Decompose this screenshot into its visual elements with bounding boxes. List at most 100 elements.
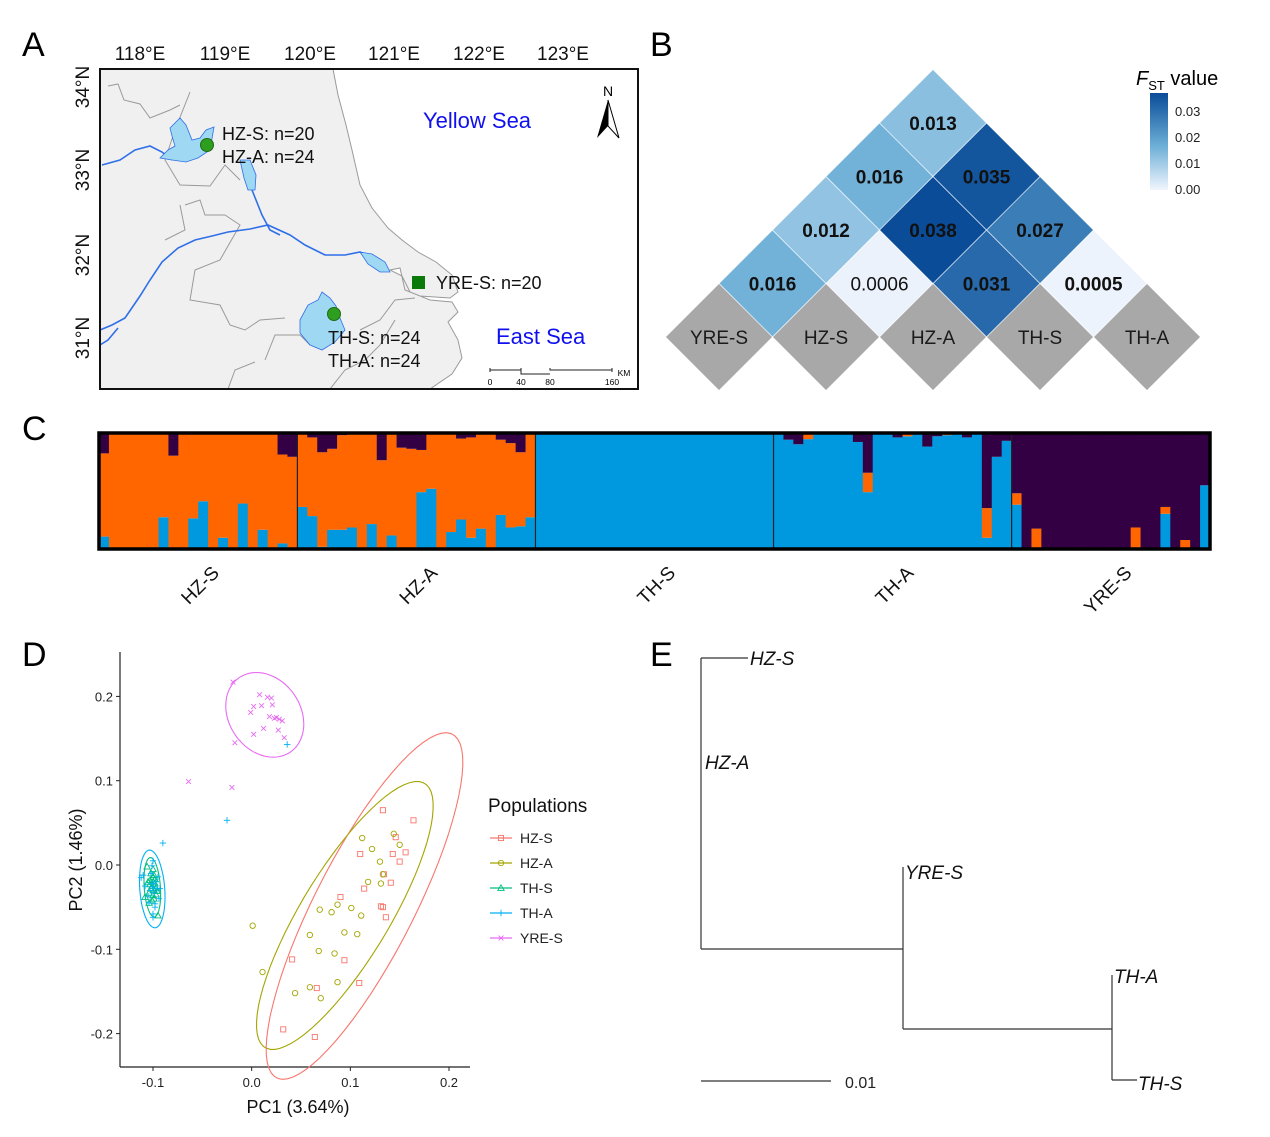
ancestry-bar [912,434,923,548]
ancestry-bar [307,437,318,517]
ancestry-bar [1180,540,1191,548]
ancestry-bar [237,503,249,548]
svg-text:N: N [603,83,613,99]
legend-item: TH-A [490,905,553,921]
ancestry-bar [882,434,893,548]
ancestry-bar [1090,434,1102,548]
data-point [396,858,403,865]
ancestry-bar [178,434,189,548]
data-point [232,740,238,746]
ancestry-bar [1041,434,1052,548]
population-diamond [879,283,987,391]
data-point [154,873,162,881]
data-point [313,985,320,992]
ancestry-bar [317,434,328,453]
site-label: HZ-A: n=24 [222,147,315,167]
ancestry-bar [575,434,586,548]
structure-barplot: HZ-S HZ-A TH-S TH-A YRE-S [97,431,1212,619]
ancestry-bar [773,434,784,548]
rivers [100,145,389,346]
x-axis-label: PC1 (3.64%) [246,1097,349,1117]
ancestry-bar [922,434,933,447]
ancestry-bar [466,437,477,538]
data-point [148,880,156,887]
tree-branches [700,657,1137,1081]
tree-tip: YRE-S [905,863,963,884]
ancestry-bar [475,528,487,548]
ancestry-bar [872,434,884,548]
site-marker-hz [200,138,214,152]
ancestry-bar [525,434,536,518]
ancestry-bar [128,434,140,548]
site-marker-th [327,307,341,321]
map-panel: 118°E 119°E 120°E 121°E 122°E 123°E 34°N… [73,44,639,390]
ancestry-bar [307,516,318,548]
lat-label: 33°N [73,149,94,191]
data-point [273,714,280,721]
ancestry-bar [783,434,794,440]
ancestry-bar [862,492,874,548]
ancestry-bar [138,434,149,548]
lon-label: 123°E [537,44,589,65]
legend-colorbar [1150,93,1168,190]
ancestry-bar [475,434,487,529]
site-label: YRE-S: n=20 [436,273,542,293]
population-label: YRE-S [690,328,748,349]
scale-unit: KM [618,368,631,378]
series-yre-s [185,671,305,791]
ancestry-bar [277,454,288,544]
lat-label: 31°N [73,317,94,359]
ancestry-bar [297,434,308,507]
data-point [149,883,157,891]
ancestry-bar [981,537,993,548]
y-axis-label: PC2 (1.46%) [66,808,86,911]
data-point [334,979,341,986]
data-point [260,725,267,732]
data-point [337,894,344,901]
ancestry-bar [1011,493,1022,505]
data-point [280,1026,287,1033]
x-tick-label: -0.1 [142,1075,164,1090]
fst-cell-value: 0.038 [909,221,957,242]
data-point [229,784,235,791]
ancestry-bar [287,434,298,457]
data-point [306,931,314,939]
data-point [364,878,372,886]
ancestry-bar [525,517,536,548]
data-point [361,885,368,892]
data-point [153,911,162,919]
fst-cell-value: 0.0005 [1064,275,1123,296]
ancestry-bar [753,434,765,548]
confidence-ellipse [225,671,305,758]
data-point [144,877,153,885]
ancestry-bar [188,518,199,548]
ancestry-bar [188,434,199,519]
ancestry-bar [108,434,120,548]
ancestry-bar [277,543,288,548]
ancestry-bar [1160,506,1171,514]
scale-label: 0 [488,377,493,387]
group-label: TH-S [634,563,680,609]
ancestry-bar [436,434,447,548]
lon-label: 118°E [115,44,166,65]
data-point [410,817,417,824]
ancestry-bar [396,447,407,548]
ancestry-bar [991,434,1003,457]
sea-label-yellow: Yellow Sea [423,108,532,133]
fst-cell-value: 0.016 [856,168,904,189]
ancestry-bar [981,434,993,509]
ancestry-bar [416,449,427,493]
ancestry-bar [396,434,407,448]
data-point [150,889,158,897]
ancestry-bar [237,434,249,504]
ancestry-bar [1001,440,1013,548]
ancestry-bar [1011,434,1022,494]
panel-label-c: C [22,410,47,448]
data-point [390,830,397,837]
data-point [311,1033,318,1040]
fst-cell-value: 0.013 [909,114,957,135]
ancestry-bar [505,443,517,528]
data-point [379,904,386,911]
legend-label: YRE-S [520,930,563,946]
ancestry-bar [674,434,685,548]
